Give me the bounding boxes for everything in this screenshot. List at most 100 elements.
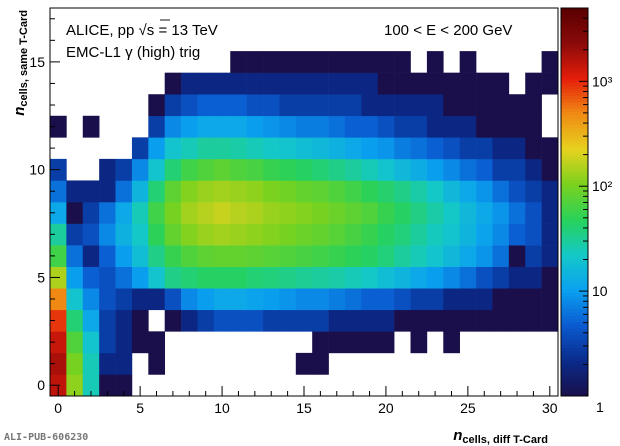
heatmap-cell bbox=[541, 288, 559, 311]
heatmap-cell bbox=[426, 223, 444, 246]
heatmap-cell bbox=[230, 202, 247, 224]
heatmap-cell bbox=[295, 115, 313, 138]
heatmap-cell bbox=[295, 352, 313, 375]
heatmap-cell bbox=[312, 266, 329, 289]
heatmap-cell bbox=[410, 288, 428, 311]
heatmap-cell bbox=[492, 137, 510, 160]
color-scale-segment bbox=[561, 143, 588, 148]
heatmap-cell bbox=[344, 223, 362, 246]
heatmap-cell bbox=[263, 202, 280, 224]
heatmap-cell bbox=[230, 245, 247, 267]
heatmap-cell bbox=[541, 223, 559, 246]
heatmap-cell bbox=[99, 202, 116, 224]
heatmap-cell bbox=[148, 115, 166, 138]
y-axis: 0 5 10 15 bbox=[29, 18, 60, 393]
heatmap-cell bbox=[279, 245, 297, 267]
heatmap-cell bbox=[197, 180, 215, 203]
heatmap-cell bbox=[394, 115, 411, 138]
heatmap-cell bbox=[426, 180, 444, 203]
heatmap-cell bbox=[443, 180, 460, 203]
color-scale-segment bbox=[561, 43, 588, 48]
heatmap-cell bbox=[279, 180, 297, 203]
heatmap-cell bbox=[377, 158, 395, 181]
heatmap-cell bbox=[263, 180, 280, 203]
color-scale-segment bbox=[561, 315, 588, 319]
x-tick-label: 5 bbox=[136, 400, 144, 416]
heatmap-cell bbox=[328, 309, 346, 332]
heatmap-cell bbox=[344, 158, 362, 181]
color-scale-segment bbox=[561, 286, 588, 290]
color-scale-segment bbox=[561, 331, 588, 336]
heatmap-cell bbox=[115, 288, 133, 311]
heatmap-cells bbox=[50, 51, 559, 397]
color-scale-segment bbox=[561, 40, 588, 45]
heatmap-cell bbox=[164, 94, 182, 117]
y-axis-label: ncells, same T-Card bbox=[11, 10, 30, 116]
heatmap-cell bbox=[312, 137, 329, 160]
heatmap-cell bbox=[164, 245, 182, 267]
heatmap-cell bbox=[361, 72, 379, 95]
heatmap-cell bbox=[66, 331, 84, 354]
heatmap-cell bbox=[295, 266, 313, 289]
heatmap-cell bbox=[82, 352, 100, 375]
heatmap-cell bbox=[131, 202, 149, 224]
heatmap-cell bbox=[508, 223, 526, 246]
color-scale-segment bbox=[561, 231, 588, 235]
heatmap-cell bbox=[82, 115, 100, 138]
heatmap-cell bbox=[312, 94, 329, 117]
heatmap-cell bbox=[410, 94, 428, 117]
heatmap-cell bbox=[525, 309, 542, 332]
heatmap-cell bbox=[394, 288, 411, 311]
heatmap-cell bbox=[312, 245, 329, 267]
color-scale-segment bbox=[561, 185, 588, 190]
heatmap-cell bbox=[66, 180, 84, 203]
heatmap-cell bbox=[99, 288, 116, 311]
heatmap-cell bbox=[459, 223, 477, 246]
heatmap-cell bbox=[263, 266, 280, 289]
heatmap-cell bbox=[213, 309, 231, 332]
heatmap-cell bbox=[295, 72, 313, 95]
heatmap-cell bbox=[279, 115, 297, 138]
heatmap-cell bbox=[148, 266, 166, 289]
color-scale-segment bbox=[561, 95, 588, 100]
color-scale-segment bbox=[561, 8, 588, 12]
heatmap-cell bbox=[492, 202, 510, 224]
heatmap-cell bbox=[115, 202, 133, 224]
color-scale-segment bbox=[561, 247, 588, 251]
color-scale-segment bbox=[561, 59, 588, 64]
color-scale-segment bbox=[561, 392, 588, 397]
color-scale-segment bbox=[561, 189, 588, 193]
color-scale-segment bbox=[561, 166, 588, 171]
heatmap-cell bbox=[131, 158, 149, 181]
heatmap-cell bbox=[344, 115, 362, 138]
heatmap-cell bbox=[164, 180, 182, 203]
color-scale-segment bbox=[561, 308, 588, 313]
heatmap-cell bbox=[525, 202, 542, 224]
heatmap-cell bbox=[541, 72, 559, 95]
heatmap-cell bbox=[508, 94, 526, 117]
color-scale-segment bbox=[561, 292, 588, 297]
color-scale-segment bbox=[561, 20, 588, 25]
heatmap-cell bbox=[312, 72, 329, 95]
heatmap-cell bbox=[361, 94, 379, 117]
heatmap-cell bbox=[394, 223, 411, 246]
heatmap-cell bbox=[50, 223, 67, 246]
heatmap-cell bbox=[394, 94, 411, 117]
watermark: ALI-PUB-606230 bbox=[4, 432, 88, 443]
color-scale-segment bbox=[561, 163, 588, 167]
heatmap-cell bbox=[344, 245, 362, 267]
heatmap-cell bbox=[508, 288, 526, 311]
color-scale-segment bbox=[561, 176, 588, 180]
color-scale-segment bbox=[561, 172, 588, 177]
heatmap-cell bbox=[476, 202, 493, 224]
heatmap-cell bbox=[476, 180, 493, 203]
heatmap-cell bbox=[541, 202, 559, 224]
heatmap-cell bbox=[410, 309, 428, 332]
heatmap-cell bbox=[443, 202, 460, 224]
heatmap-cell bbox=[459, 115, 477, 138]
heatmap-cell bbox=[525, 288, 542, 311]
color-scale-segment bbox=[561, 344, 588, 348]
color-scale: 10 10² 10³ 1 bbox=[560, 7, 613, 415]
heatmap-cell bbox=[312, 223, 329, 246]
heatmap-cell bbox=[213, 158, 231, 181]
